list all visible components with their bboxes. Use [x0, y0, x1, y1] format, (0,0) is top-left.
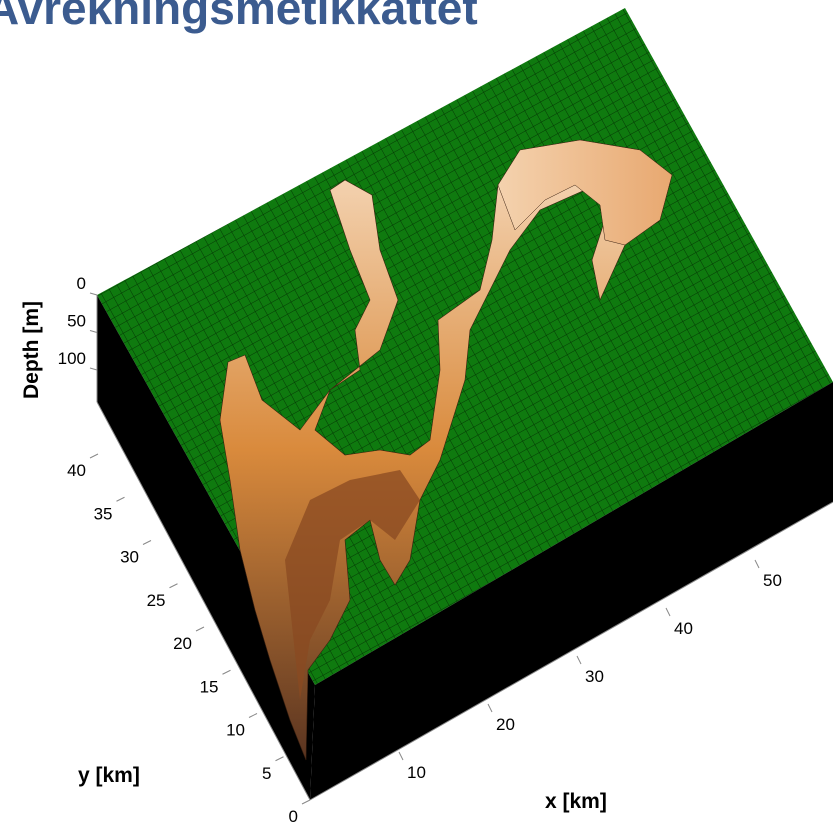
y-tick: [223, 670, 231, 674]
x-tick-label: 50: [763, 571, 782, 590]
y-tick: [117, 497, 125, 501]
surface-plot: Avrekningsmetikkattet Depth [m] y [km] x…: [0, 0, 833, 829]
y-tick-label: 20: [173, 634, 192, 653]
depth-tick: [90, 331, 97, 333]
x-tick: [488, 704, 492, 712]
y-tick: [249, 714, 257, 718]
y-tick-label: 25: [147, 591, 166, 610]
x-tick: [755, 560, 759, 568]
y-tick: [196, 627, 204, 631]
x-axis-label: x [km]: [545, 790, 607, 813]
depth-tick-label: 50: [67, 312, 86, 331]
y-tick-label: 10: [226, 721, 245, 740]
x-tick-label: 40: [674, 619, 693, 638]
x-tick-label: 20: [496, 715, 515, 734]
y-tick: [276, 757, 284, 761]
depth-tick-label: 100: [58, 349, 86, 368]
depth-tick: [90, 368, 97, 370]
y-tick: [302, 800, 310, 804]
y-tick-label: 0: [289, 807, 298, 826]
depth-axis-label: Depth [m]: [20, 301, 43, 399]
x-tick-label: 30: [585, 667, 604, 686]
y-tick-label: 15: [200, 677, 219, 696]
y-tick: [90, 454, 98, 458]
x-tick: [666, 608, 670, 616]
depth-tick-label: 0: [77, 274, 86, 293]
y-tick-label: 30: [120, 548, 139, 567]
x-tick: [399, 752, 403, 760]
title: Avrekningsmetikkattet: [0, 0, 478, 34]
x-tick-label: 10: [407, 763, 426, 782]
y-axis-label: y [km]: [78, 764, 140, 787]
depth-tick: [90, 293, 97, 295]
y-tick: [143, 541, 151, 545]
y-tick: [170, 584, 178, 588]
y-tick-label: 40: [67, 461, 86, 480]
page: Avrekningsmetikkattet Depth [m] y [km] x…: [0, 0, 833, 829]
x-tick: [577, 656, 581, 664]
y-tick-label: 5: [262, 764, 271, 783]
y-tick-label: 35: [94, 504, 113, 523]
